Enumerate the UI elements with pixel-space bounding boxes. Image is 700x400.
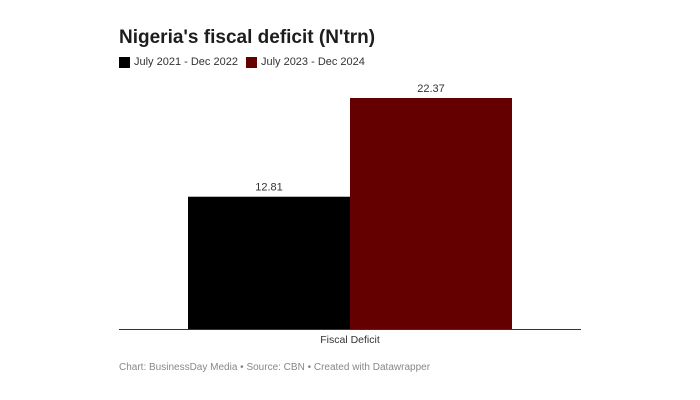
legend-label: July 2023 - Dec 2024 (260, 56, 365, 68)
x-tick-label: Fiscal Deficit (320, 334, 380, 346)
legend-label: July 2021 - Dec 2022 (134, 56, 238, 68)
legend-item: July 2023 - Dec 2024 (245, 56, 365, 68)
chart-title: Nigeria's fiscal deficit (N'trn) (119, 27, 376, 48)
legend-swatch (119, 56, 130, 68)
bar (350, 98, 512, 329)
chart-footer: Chart: BusinessDay Media • Source: CBN •… (119, 362, 431, 373)
legend: July 2021 - Dec 2022 July 2023 - Dec 202… (119, 56, 365, 68)
legend-item: July 2021 - Dec 2022 (119, 56, 238, 68)
legend-swatch (245, 56, 257, 68)
data-label: 12.81 (255, 182, 283, 194)
data-label: 22.37 (417, 83, 445, 95)
bar (188, 196, 350, 329)
